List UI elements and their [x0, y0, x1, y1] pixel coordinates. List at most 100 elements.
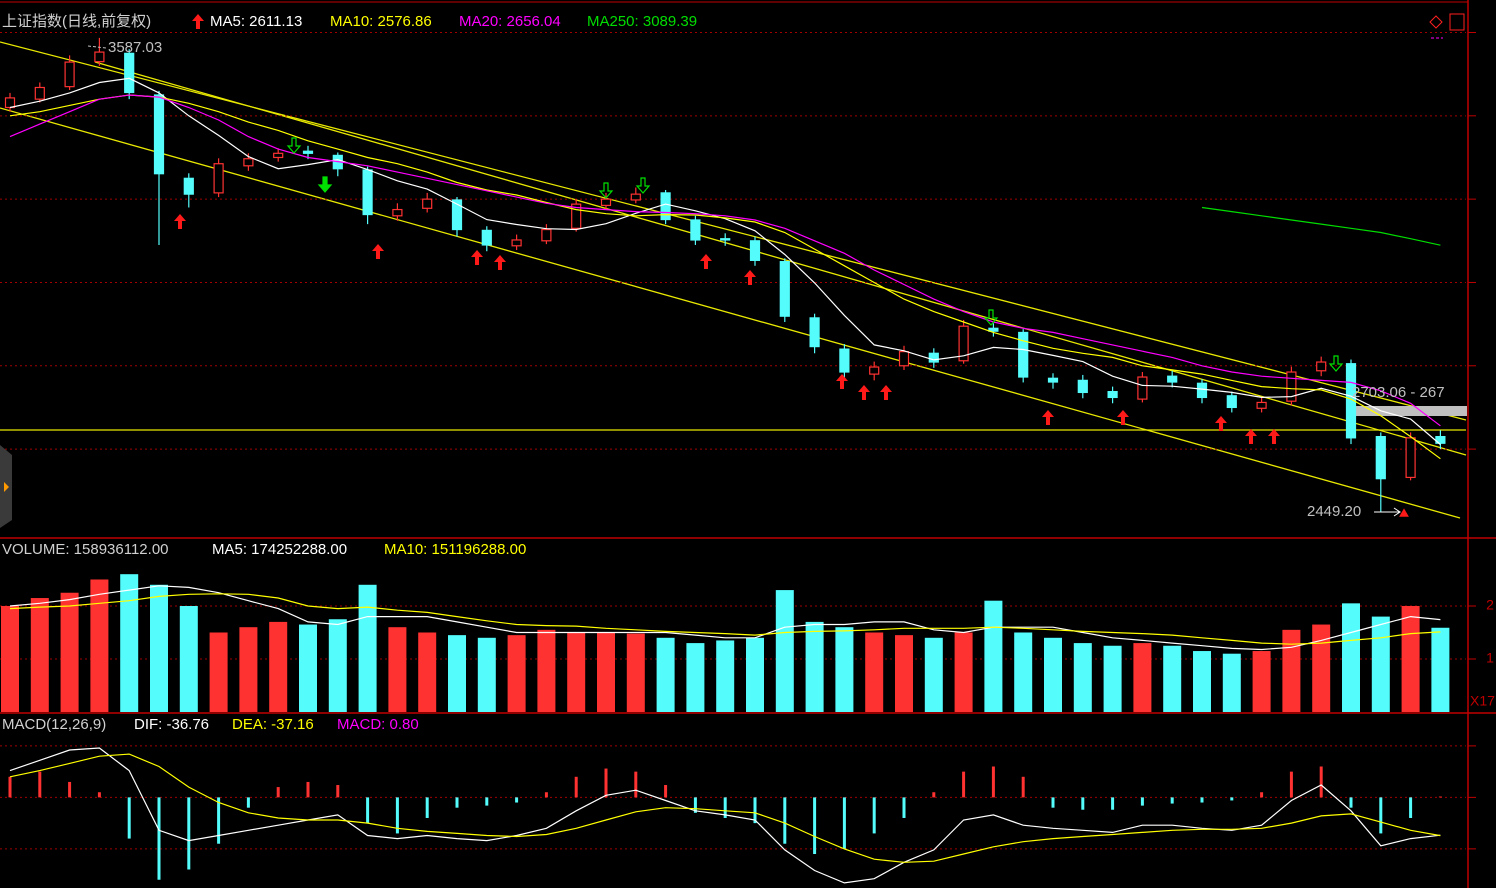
- volume-bar: [1431, 627, 1450, 712]
- sell-arrow: [983, 309, 999, 326]
- volume-bar: [1222, 653, 1241, 712]
- legend-entry: MACD: 0.80: [337, 716, 419, 733]
- candle-body: [571, 203, 582, 229]
- scroll-tab-icon: [4, 482, 9, 492]
- volume-bar: [269, 621, 288, 712]
- panel-title: MACD(12,26,9): [2, 716, 106, 733]
- volume-bar: [1014, 632, 1033, 712]
- volume-bar: [537, 629, 556, 712]
- sell-arrow: [1328, 355, 1344, 372]
- candle-body: [779, 261, 790, 317]
- volume-bar: [1342, 603, 1360, 712]
- volume-bar: [209, 632, 228, 712]
- candle-body: [958, 325, 969, 362]
- buy-arrow: [471, 250, 483, 265]
- volume-bar: [686, 643, 705, 712]
- annotation-arrowhead: [1393, 507, 1401, 517]
- trend-line: [0, 41, 1467, 421]
- volume-bar: [179, 605, 198, 712]
- buy-arrow: [744, 270, 756, 285]
- buy-arrow: [174, 214, 186, 229]
- volume-bar: [924, 637, 943, 712]
- candle-body: [243, 158, 254, 167]
- legend-entry: MA20: 2656.04: [459, 13, 561, 30]
- candle-body: [1345, 363, 1357, 439]
- candle-body: [749, 240, 761, 261]
- legend-entry: DIF: -36.76: [134, 716, 209, 733]
- sell-arrow: [598, 182, 614, 199]
- candle-body: [660, 192, 671, 221]
- candle-body: [273, 152, 284, 159]
- buy-arrow: [1245, 429, 1257, 444]
- volume-bar: [775, 590, 794, 712]
- candle-body: [153, 94, 165, 175]
- price-box: [1350, 406, 1467, 416]
- candle-body: [4, 97, 16, 109]
- candle-body: [511, 239, 522, 247]
- volume-bar: [984, 600, 1003, 712]
- buy-arrow: [1042, 410, 1054, 425]
- candle-body: [451, 199, 463, 231]
- candle-body: [1107, 391, 1118, 399]
- buy-arrow: [1117, 410, 1129, 425]
- volume-bar: [1282, 629, 1301, 712]
- candle-body: [183, 177, 194, 195]
- volume-bar: [1133, 643, 1152, 712]
- candle-body: [1167, 375, 1178, 383]
- chart-title: 上证指数(日线,前复权): [2, 12, 151, 30]
- volume-bar: [1103, 645, 1122, 712]
- volume-bar: [299, 624, 317, 712]
- candle-body: [1256, 401, 1267, 409]
- line-series: [1201, 206, 1441, 246]
- panel-title: VOLUME: 158936112.00: [2, 541, 169, 558]
- volume-bar: [30, 598, 49, 712]
- toolbar-icon[interactable]: [1429, 15, 1443, 29]
- candle-body: [988, 327, 999, 332]
- volume-bar: [954, 632, 973, 712]
- volume-bar: [120, 574, 139, 712]
- volume-bar: [448, 635, 466, 712]
- candle-body: [94, 51, 105, 63]
- signal-icon: [192, 14, 204, 29]
- candle-body: [898, 351, 910, 367]
- volume-bar: [239, 627, 258, 712]
- volume-bar: [597, 632, 615, 712]
- volume-bar: [1401, 605, 1420, 712]
- volume-bar: [626, 633, 645, 712]
- line-series: [9, 753, 1441, 863]
- candle-body: [720, 238, 731, 241]
- line-series: [9, 747, 1441, 884]
- candle-body: [1286, 371, 1297, 402]
- candle-body: [1047, 377, 1059, 383]
- volume-bar: [328, 619, 347, 712]
- volume-bar: [1044, 637, 1062, 712]
- annotation: 3587.03: [108, 39, 162, 56]
- volume-bar: [150, 584, 168, 712]
- line-series: [9, 94, 1441, 460]
- candle-body: [630, 193, 641, 201]
- volume-bar: [865, 632, 884, 712]
- volume-bar: [805, 621, 824, 712]
- line-series: [9, 585, 1441, 651]
- y-tick-label: 2: [1486, 597, 1494, 613]
- annotation: 2449.20: [1307, 503, 1361, 520]
- candle-body: [362, 169, 373, 216]
- toolbar-icon[interactable]: [1449, 13, 1465, 31]
- volume-bar: [388, 627, 407, 712]
- candle-body: [213, 163, 224, 194]
- trend-lines: [0, 41, 1467, 519]
- volume-bar: [716, 640, 735, 712]
- candle-body: [869, 366, 880, 375]
- sell-signals: [286, 137, 1344, 372]
- candle-body: [64, 61, 75, 88]
- legend-entry: MA10: 151196288.00: [384, 541, 526, 558]
- legend-entry: DEA: -37.16: [232, 716, 314, 733]
- candle-body: [124, 52, 135, 94]
- line-series: [9, 94, 1441, 427]
- candle-body: [481, 229, 492, 246]
- unit-label: X17: [1470, 693, 1495, 709]
- annotation: 2703.06 - 267: [1352, 384, 1445, 401]
- candle-body: [392, 208, 403, 217]
- annotation-leader: [87, 45, 107, 49]
- volume-bar: [1163, 645, 1182, 712]
